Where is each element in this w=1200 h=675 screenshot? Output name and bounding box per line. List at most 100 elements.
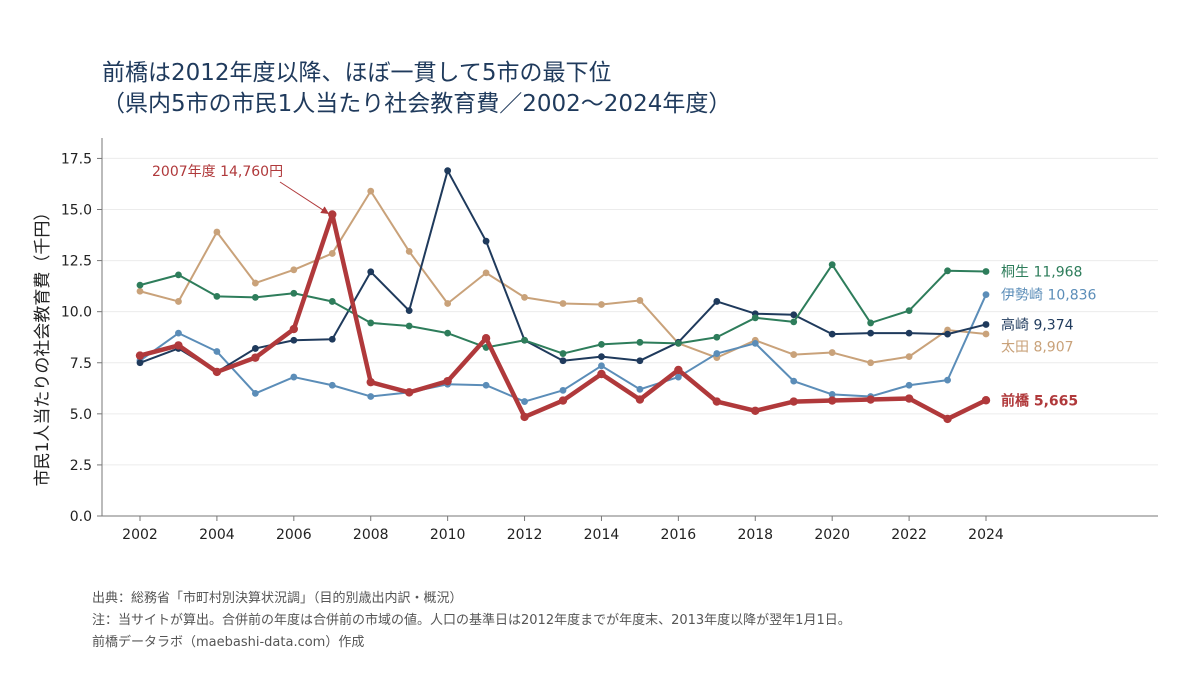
y-tick-label: 12.5 xyxy=(61,254,92,270)
data-point xyxy=(328,210,337,219)
data-point xyxy=(251,390,259,397)
data-point xyxy=(521,398,528,405)
source-note: 出典：総務省「市町村別決算状況調」（目的別歳出内訳・概況） xyxy=(92,591,463,606)
data-point xyxy=(867,319,875,327)
data-point xyxy=(981,396,991,405)
data-point xyxy=(136,359,144,367)
data-point xyxy=(251,345,259,352)
x-tick-label: 2008 xyxy=(353,527,389,543)
data-point xyxy=(251,293,259,301)
series-高崎 xyxy=(136,167,990,376)
data-point xyxy=(636,338,644,346)
data-point xyxy=(674,373,682,381)
data-point xyxy=(290,336,298,344)
end-label-高崎: 高崎 9,374 xyxy=(1001,316,1074,333)
data-point xyxy=(635,395,645,404)
x-tick-label: 2002 xyxy=(122,527,158,543)
annotation-label: 2007年度 14,760円 xyxy=(152,164,283,180)
data-point xyxy=(175,271,182,279)
data-point xyxy=(444,167,452,175)
y-axis-label: 市民1人当たりの社会教育費（千円） xyxy=(33,204,53,487)
data-point xyxy=(712,397,722,406)
data-point xyxy=(982,291,990,298)
data-point xyxy=(713,333,721,341)
data-point xyxy=(828,261,836,269)
chart-title-line2: （県内5市の市民1人当たり社会教育費／2002〜2024年度） xyxy=(102,91,732,117)
data-point xyxy=(404,388,414,397)
data-point xyxy=(328,298,336,305)
data-point xyxy=(405,248,413,255)
series-line xyxy=(139,263,987,355)
data-point xyxy=(751,339,759,347)
y-ticks: 0.0 2.5 5.0 7.5 10.0 12.5 15.0 17.5 xyxy=(61,151,102,525)
data-point xyxy=(867,359,875,367)
annotations: 2007年度 14,760円 xyxy=(152,164,330,214)
data-point xyxy=(559,357,567,365)
data-point xyxy=(982,268,990,275)
data-point xyxy=(944,267,951,275)
data-point xyxy=(213,348,221,355)
data-point xyxy=(598,362,605,370)
data-point xyxy=(598,301,605,308)
data-point xyxy=(366,377,375,387)
data-point xyxy=(866,395,875,404)
y-tick-label: 10.0 xyxy=(61,305,92,321)
data-point xyxy=(751,314,759,322)
data-point xyxy=(367,268,375,276)
y-tick-label: 7.5 xyxy=(70,356,92,372)
end-label-前橋: 前橋 5,665 xyxy=(1001,392,1078,409)
axes xyxy=(101,138,1158,517)
data-point xyxy=(481,334,491,343)
data-point xyxy=(713,298,721,305)
x-tick-label: 2014 xyxy=(584,527,620,543)
data-point xyxy=(559,350,567,357)
chart-title-line1: 前橋は2012年度以降、ほぼ一貫して5市の最下位 xyxy=(102,60,612,86)
data-point xyxy=(482,269,490,277)
data-point xyxy=(328,381,336,389)
y-tick-label: 5.0 xyxy=(70,407,92,423)
credit-note: 前橋データラボ（maebashi-data.com）作成 xyxy=(92,635,365,650)
data-point xyxy=(713,350,721,357)
data-point xyxy=(751,406,760,415)
x-tick-label: 2018 xyxy=(737,527,773,543)
data-point xyxy=(520,412,529,422)
data-point xyxy=(559,300,567,307)
y-tick-label: 15.0 xyxy=(61,203,92,219)
y-tick-label: 0.0 xyxy=(70,509,92,525)
data-point xyxy=(636,385,644,393)
data-point xyxy=(905,353,913,361)
data-point xyxy=(790,311,798,319)
footnotes: 出典：総務省「市町村別決算状況調」（目的別歳出内訳・概況） 注：当サイトが算出。… xyxy=(92,588,851,654)
series-line xyxy=(139,190,987,364)
data-point xyxy=(790,318,798,326)
x-tick-label: 2012 xyxy=(507,527,543,543)
x-tick-label: 2016 xyxy=(661,527,697,543)
data-point xyxy=(136,281,144,289)
data-point xyxy=(444,300,452,307)
data-point xyxy=(251,353,260,362)
data-point xyxy=(636,297,644,304)
series-line xyxy=(139,169,987,373)
data-point xyxy=(904,394,914,403)
data-point xyxy=(251,279,259,287)
data-point xyxy=(944,376,951,384)
series-前橋 xyxy=(135,210,991,424)
data-point xyxy=(789,397,798,406)
data-point xyxy=(175,329,182,337)
chart-title: 前橋は2012年度以降、ほぼ一貫して5市の最下位 （県内5市の市民1人当たり社会… xyxy=(102,58,731,120)
data-point xyxy=(328,335,336,343)
data-point xyxy=(597,369,606,379)
data-point xyxy=(790,377,798,385)
x-tick-label: 2022 xyxy=(891,527,927,543)
x-ticks: 2002 2004 2006 2008 2010 2012 2014 2016 2018 2020… xyxy=(122,516,1004,543)
data-point xyxy=(558,396,568,405)
data-point xyxy=(598,353,605,361)
data-point xyxy=(827,396,837,405)
x-tick-label: 2006 xyxy=(276,527,312,543)
data-point xyxy=(521,293,528,301)
data-point xyxy=(212,367,222,377)
data-point xyxy=(598,340,605,348)
method-note: 注：当サイトが算出。合併前の年度は合併前の市域の値。人口の基準日は2012年度ま… xyxy=(92,613,851,628)
series-太田 xyxy=(136,187,990,367)
